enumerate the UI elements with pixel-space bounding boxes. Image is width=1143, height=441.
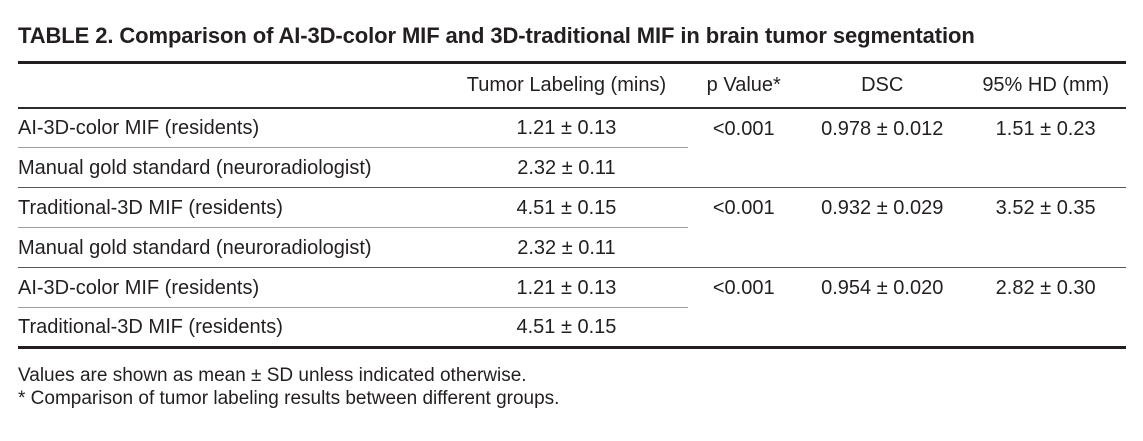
method-cell: Manual gold standard (neuroradiologist) — [18, 147, 445, 188]
tumor-labeling-cell: 4.51 ± 0.15 — [444, 187, 689, 228]
footnote-values-note: Values are shown as mean ± SD unless ind… — [18, 365, 527, 386]
table-row: AI-3D-color MIF (residents) 1.21 ± 0.13 … — [18, 267, 1126, 308]
table-row: Traditional-3D MIF (residents) 4.51 ± 0.… — [18, 187, 1126, 268]
table-footnotes: Values are shown as mean ± SD unless ind… — [18, 364, 1126, 410]
tumor-labeling-cell: 1.21 ± 0.13 — [444, 107, 689, 148]
hd-cell: 1.51 ± 0.23 — [965, 107, 1126, 188]
hd-cell: 2.82 ± 0.30 — [995, 277, 1096, 299]
table-row: AI-3D-color MIF (residents) 1.21 ± 0.13 … — [18, 107, 1126, 188]
method-cell: Traditional-3D MIF (residents) — [18, 316, 283, 338]
hd-cell: 3.52 ± 0.35 — [965, 187, 1126, 268]
tumor-labeling-cell: 1.21 ± 0.13 — [444, 267, 689, 308]
p-value-cell: <0.001 — [712, 277, 775, 299]
column-header-tumor-labeling: Tumor Labeling (mins) — [444, 62, 689, 109]
p-value-cell: <0.001 — [688, 107, 800, 188]
tumor-labeling-cell: 4.51 ± 0.15 — [516, 316, 617, 338]
column-header-dsc: DSC — [799, 62, 966, 109]
dsc-cell: 0.954 ± 0.020 — [821, 277, 944, 299]
table-row: Traditional-3D MIF (residents) 4.51 ± 0.… — [18, 308, 1126, 348]
method-cell: AI-3D-color MIF (residents) — [18, 107, 445, 148]
method-cell: AI-3D-color MIF (residents) — [18, 267, 445, 308]
dsc-cell: 0.932 ± 0.029 — [799, 187, 966, 268]
column-header-method — [18, 62, 445, 109]
table-title: TABLE 2. Comparison of AI-3D-color MIF a… — [18, 23, 975, 48]
column-header-hd: 95% HD (mm) — [965, 62, 1126, 109]
dsc-cell: 0.978 ± 0.012 — [799, 107, 966, 188]
column-header-p-value: p Value* — [688, 62, 800, 109]
footnote-asterisk-note: * Comparison of tumor labeling results b… — [18, 388, 560, 409]
method-cell: Manual gold standard (neuroradiologist) — [18, 227, 445, 268]
table-row: Manual gold standard (neuroradiologist) … — [18, 147, 1126, 188]
method-cell: Traditional-3D MIF (residents) — [18, 187, 445, 228]
tumor-labeling-cell: 2.32 ± 0.11 — [444, 147, 689, 188]
header-row: Tumor Labeling (mins) p Value* DSC 95% H… — [18, 62, 1126, 109]
tumor-labeling-cell: 2.32 ± 0.11 — [444, 227, 689, 268]
comparison-table: Tumor Labeling (mins) p Value* DSC 95% H… — [18, 61, 1126, 349]
p-value-cell: <0.001 — [688, 187, 800, 268]
table-row: Manual gold standard (neuroradiologist) … — [18, 227, 1126, 268]
